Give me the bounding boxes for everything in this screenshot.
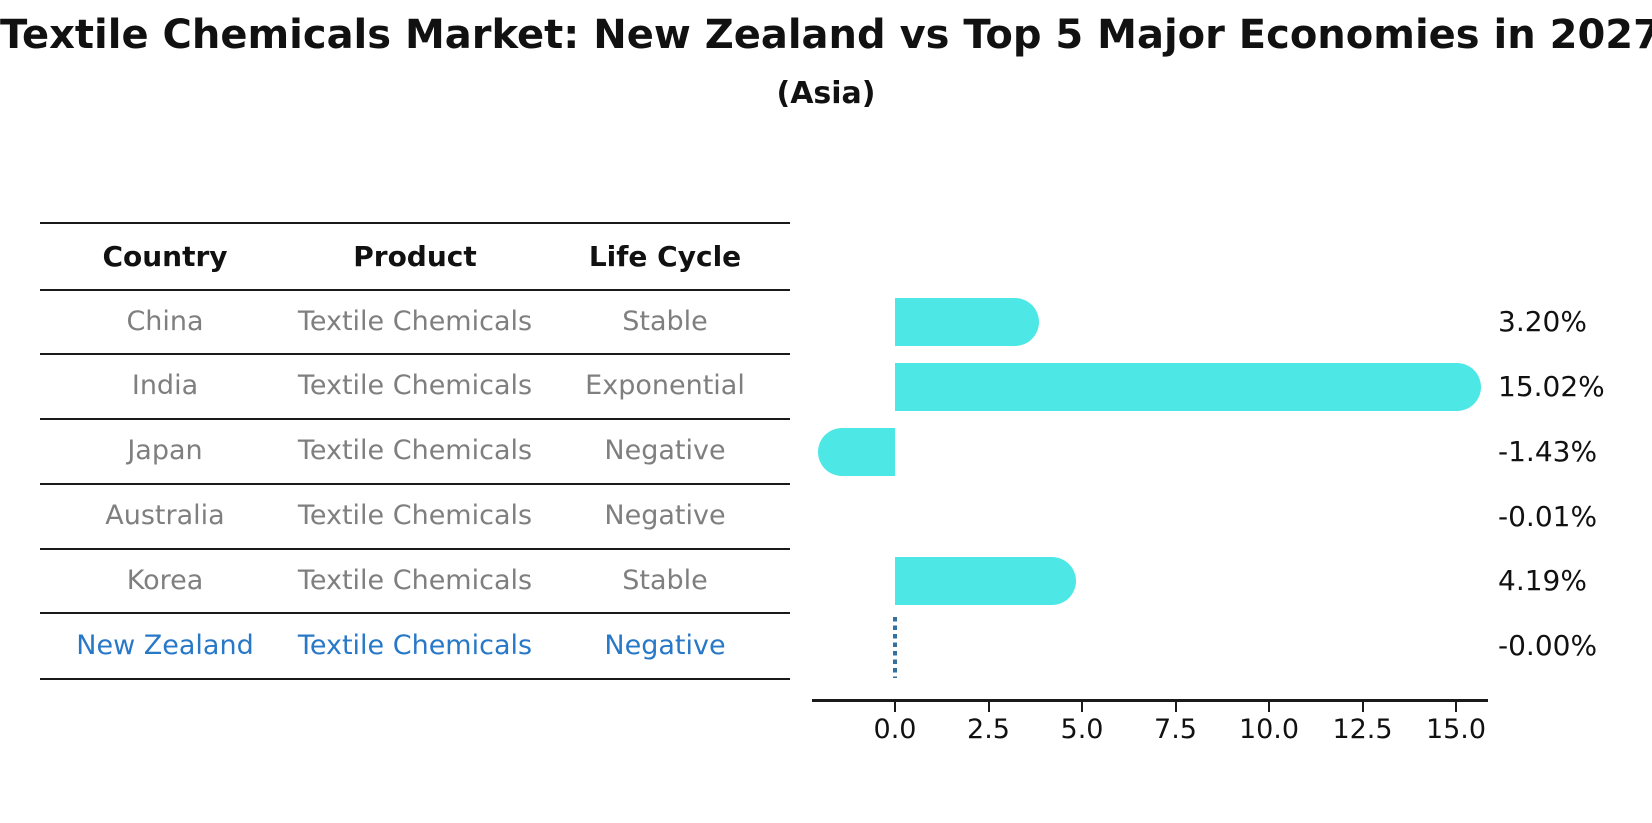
table-row-separator-3 [40, 483, 790, 485]
value-label-newzealand: -0.00% [1498, 629, 1598, 662]
x-axis-line [812, 699, 1488, 702]
x-tick-5 [1361, 702, 1364, 712]
india-lifecycle-cell: Exponential [585, 370, 745, 401]
korea-country-cell: Korea [126, 565, 204, 596]
korea-lifecycle-cell: Stable [622, 565, 708, 596]
table-row-china: China Textile Chemicals Stable [40, 302, 790, 342]
x-tick-4 [1268, 702, 1270, 712]
table-row-newzealand: New Zealand Textile Chemicals Negative [40, 626, 790, 666]
value-label-australia: -0.01% [1498, 499, 1598, 533]
x-tick-label-6: 15.0 [1425, 714, 1487, 745]
table-row-separator-2 [40, 418, 790, 420]
x-tick-label-5: 12.5 [1332, 714, 1393, 745]
newzealand-lifecycle-cell: Negative [604, 630, 726, 661]
japan-product-cell: Textile Chemicals [297, 435, 533, 466]
china-lifecycle-cell: Stable [622, 306, 708, 337]
value-label-japan: -1.43% [1498, 434, 1598, 468]
x-tick-label-2: 5.0 [1060, 714, 1104, 745]
x-tick-label-1: 2.5 [967, 714, 1010, 745]
bar-japan [817, 427, 895, 476]
x-tick-2 [1081, 702, 1083, 712]
table-header-row: Country Product Life Cycle [40, 237, 790, 277]
table-row-india: India Textile Chemicals Exponential [40, 366, 790, 406]
table-row-australia: Australia Textile Chemicals Negative [40, 496, 790, 536]
table-row-separator-1 [40, 353, 790, 355]
china-product-cell: Textile Chemicals [297, 306, 533, 337]
value-label-korea: 4.19% [1498, 564, 1587, 597]
india-country-cell: India [131, 370, 199, 401]
bar-china [895, 298, 1039, 346]
table-header-separator [40, 289, 790, 291]
value-label-china: 3.20% [1498, 305, 1587, 338]
table-row-japan: Japan Textile Chemicals Negative [40, 431, 790, 471]
table-row-separator-4 [40, 548, 790, 550]
column-header-lifecycle: Life Cycle [588, 240, 742, 273]
table-row-separator-5 [40, 612, 790, 614]
india-product-cell: Textile Chemicals [297, 370, 533, 401]
bar-korea [895, 557, 1076, 605]
x-tick-6 [1455, 702, 1457, 712]
newzealand-country-cell: New Zealand [76, 630, 254, 661]
x-tick-label-0: 0.0 [873, 714, 917, 745]
x-tick-label-4: 10.0 [1238, 714, 1300, 745]
china-country-cell: China [126, 306, 204, 337]
japan-country-cell: Japan [127, 435, 203, 466]
table-row-korea: Korea Textile Chemicals Stable [40, 561, 790, 601]
newzealand-product-cell: Textile Chemicals [297, 630, 533, 661]
x-tick-1 [987, 702, 990, 712]
newzealand-zero-line [893, 617, 897, 678]
x-tick-label-3: 7.5 [1154, 714, 1197, 745]
australia-lifecycle-cell: Negative [604, 500, 726, 531]
australia-country-cell: Australia [105, 500, 225, 531]
x-tick-0 [894, 702, 896, 712]
table-border-bottom [40, 678, 790, 680]
x-tick-3 [1174, 702, 1177, 712]
table-border-top [40, 222, 790, 224]
chart-subtitle: (Asia) [776, 76, 876, 111]
column-header-country: Country [102, 240, 228, 273]
chart-title: Textile Chemicals Market: New Zealand vs… [0, 12, 1652, 58]
column-header-product: Product [353, 240, 477, 273]
korea-product-cell: Textile Chemicals [297, 565, 533, 596]
value-label-india: 15.02% [1498, 369, 1605, 403]
japan-lifecycle-cell: Negative [604, 435, 726, 466]
australia-product-cell: Textile Chemicals [297, 500, 533, 531]
bar-india [895, 362, 1481, 411]
